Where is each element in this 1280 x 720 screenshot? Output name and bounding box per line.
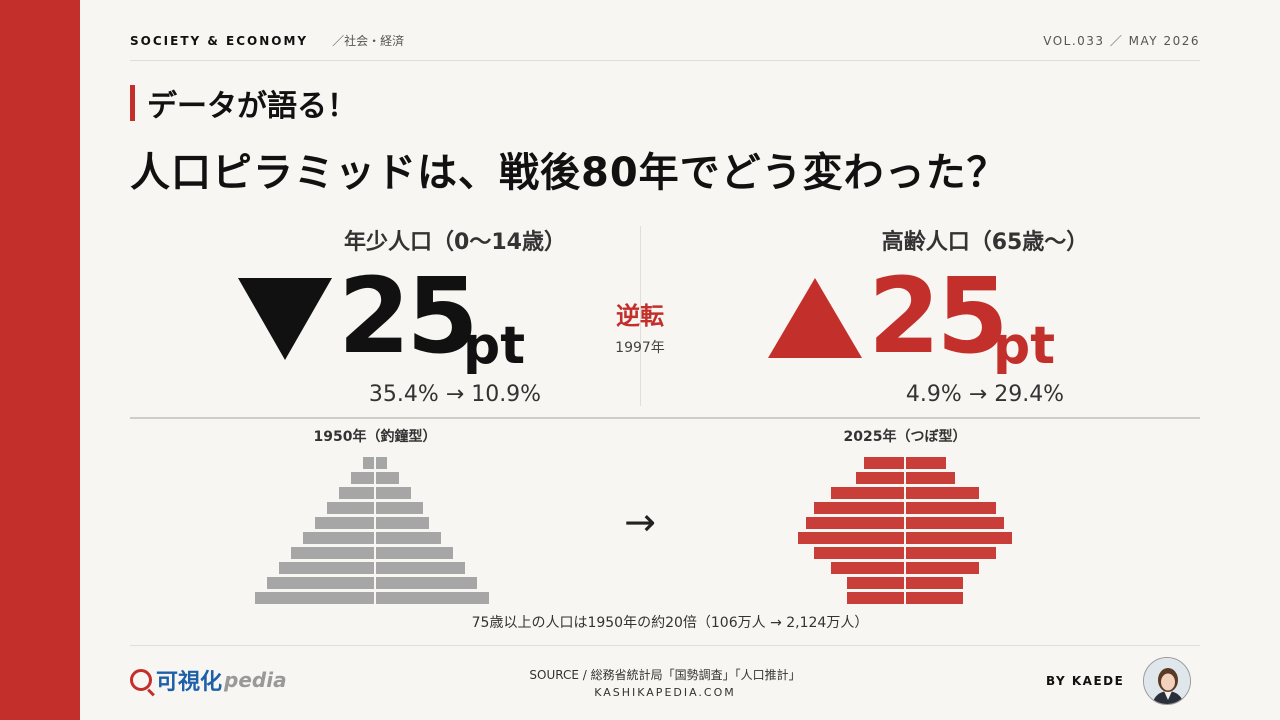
pyramid-bar-female bbox=[905, 562, 980, 574]
youth-change-unit: pt bbox=[463, 316, 526, 376]
pyramid-bar-male bbox=[315, 517, 375, 529]
pyramid-bar-female bbox=[905, 517, 1004, 529]
top-bar: SOCIETY & ECONOMY ／社会・経済 VOL.033 ／ MAY 2… bbox=[130, 32, 1200, 50]
category-label: SOCIETY & ECONOMY bbox=[130, 34, 309, 48]
pyramid-bar-female bbox=[375, 547, 453, 559]
elderly-change-value: 25 bbox=[868, 255, 1009, 377]
pyramid-bar-male bbox=[806, 517, 905, 529]
elderly-detail: 4.9% → 29.4% bbox=[905, 382, 1065, 407]
pyramid-bar-male bbox=[814, 547, 905, 559]
pyramid-bar-female bbox=[905, 502, 996, 514]
section-divider bbox=[130, 417, 1200, 419]
pyramid-bar-male bbox=[279, 562, 375, 574]
pyramid-bar-male bbox=[863, 457, 905, 469]
transition-arrow: → bbox=[624, 500, 656, 544]
pyramid-bar-female bbox=[905, 577, 963, 589]
footnote: 75歳以上の人口は1950年の約20倍（106万人 → 2,124万人） bbox=[471, 615, 869, 631]
pyramid-bar-male bbox=[339, 487, 375, 499]
pyramid-bar-female bbox=[905, 472, 955, 484]
issue-label: VOL.033 ／ MAY 2026 bbox=[1043, 34, 1200, 48]
author-avatar bbox=[1143, 657, 1191, 705]
pyramid-bar-female bbox=[375, 592, 489, 604]
pyramid-bar-male bbox=[291, 547, 375, 559]
pyramid-bar-female bbox=[375, 517, 429, 529]
pyramid-bar-male bbox=[303, 532, 375, 544]
pyramid-bar-female bbox=[905, 547, 996, 559]
pyramid-bar-female bbox=[905, 532, 1013, 544]
pyramid-bar-female bbox=[375, 532, 441, 544]
pyramid-bar-female bbox=[905, 592, 963, 604]
footer-rule bbox=[130, 645, 1200, 646]
youth-heading: 年少人口（0〜14歳） bbox=[344, 230, 566, 255]
header-rule bbox=[130, 60, 1200, 61]
page-title: 人口ピラミッドは、戦後80年でどう変わった？ bbox=[130, 150, 1008, 196]
youth-detail: 35.4% → 10.9% bbox=[368, 382, 542, 407]
pyramid-bar-male bbox=[797, 532, 905, 544]
elderly-heading: 高齢人口（65歳〜） bbox=[881, 230, 1089, 255]
pyramid-bar-female bbox=[375, 487, 411, 499]
youth-change-value: 25 bbox=[338, 255, 479, 377]
pyramid-bar-female bbox=[905, 487, 980, 499]
up-triangle-icon bbox=[768, 278, 862, 358]
reversal-label: 逆転 bbox=[616, 302, 664, 330]
pyramid-bar-male bbox=[363, 457, 375, 469]
site-logo[interactable]: 可視化 pedia bbox=[130, 664, 287, 696]
reversal-year: 1997年 bbox=[615, 340, 665, 356]
pyramid-bar-female bbox=[375, 472, 399, 484]
author-byline: BY KAEDE bbox=[1046, 674, 1125, 688]
source-text: SOURCE / 総務省統計局「国勢調査」「人口推計」 bbox=[529, 668, 801, 682]
avatar-illustration bbox=[1144, 658, 1190, 704]
left-accent-bar bbox=[0, 0, 80, 720]
pyramid-bar-male bbox=[255, 592, 375, 604]
elderly-stat: 高齢人口（65歳〜） 25 pt 4.9% → 29.4% bbox=[745, 224, 1225, 407]
kicker-text: データが語る！ bbox=[147, 89, 357, 124]
pyramid-bar-male bbox=[830, 562, 905, 574]
reversal-marker: 逆転 1997年 bbox=[590, 296, 690, 357]
pyramid-1950-label: 1950年（釣鐘型） bbox=[313, 429, 437, 445]
pyramid-bar-female bbox=[375, 457, 387, 469]
stat-divider bbox=[640, 226, 641, 406]
kicker-accent bbox=[130, 85, 135, 121]
pyramid-center-axis bbox=[904, 457, 906, 607]
site-url[interactable]: KASHIKAPEDIA.COM bbox=[594, 686, 736, 699]
kicker: データが語る！ bbox=[130, 84, 357, 124]
pyramid-bar-male bbox=[855, 472, 905, 484]
pyramid-bar-male bbox=[830, 487, 905, 499]
pyramid-center-axis bbox=[374, 457, 376, 607]
pyramid-bar-male bbox=[351, 472, 375, 484]
pyramid-bar-male bbox=[847, 592, 905, 604]
down-triangle-icon bbox=[238, 278, 332, 360]
infographic: SOCIETY & ECONOMY ／社会・経済 VOL.033 ／ MAY 2… bbox=[80, 0, 1280, 720]
pyramid-2025-label: 2025年（つぼ型） bbox=[843, 429, 967, 445]
pyramid-bar-male bbox=[847, 577, 905, 589]
magnifier-icon bbox=[130, 669, 152, 691]
pyramid-bar-male bbox=[267, 577, 375, 589]
pyramid-bar-female bbox=[905, 457, 947, 469]
elderly-change-unit: pt bbox=[993, 316, 1056, 376]
pyramid-bar-male bbox=[814, 502, 905, 514]
source-block: SOURCE / 総務省統計局「国勢調査」「人口推計」 KASHIKAPEDIA… bbox=[450, 666, 880, 702]
logo-main: 可視化 bbox=[156, 670, 223, 695]
pyramid-2025 bbox=[755, 457, 1055, 607]
logo-sub: pedia bbox=[224, 668, 287, 692]
pyramid-bar-male bbox=[327, 502, 375, 514]
pyramid-bar-female bbox=[375, 502, 423, 514]
youth-stat: 年少人口（0〜14歳） 25 pt 35.4% → 10.9% bbox=[215, 224, 695, 407]
pyramid-bar-female bbox=[375, 562, 465, 574]
subcategory-label: ／社会・経済 bbox=[332, 34, 405, 48]
pyramid-1950 bbox=[225, 457, 525, 607]
pyramid-bar-female bbox=[375, 577, 477, 589]
